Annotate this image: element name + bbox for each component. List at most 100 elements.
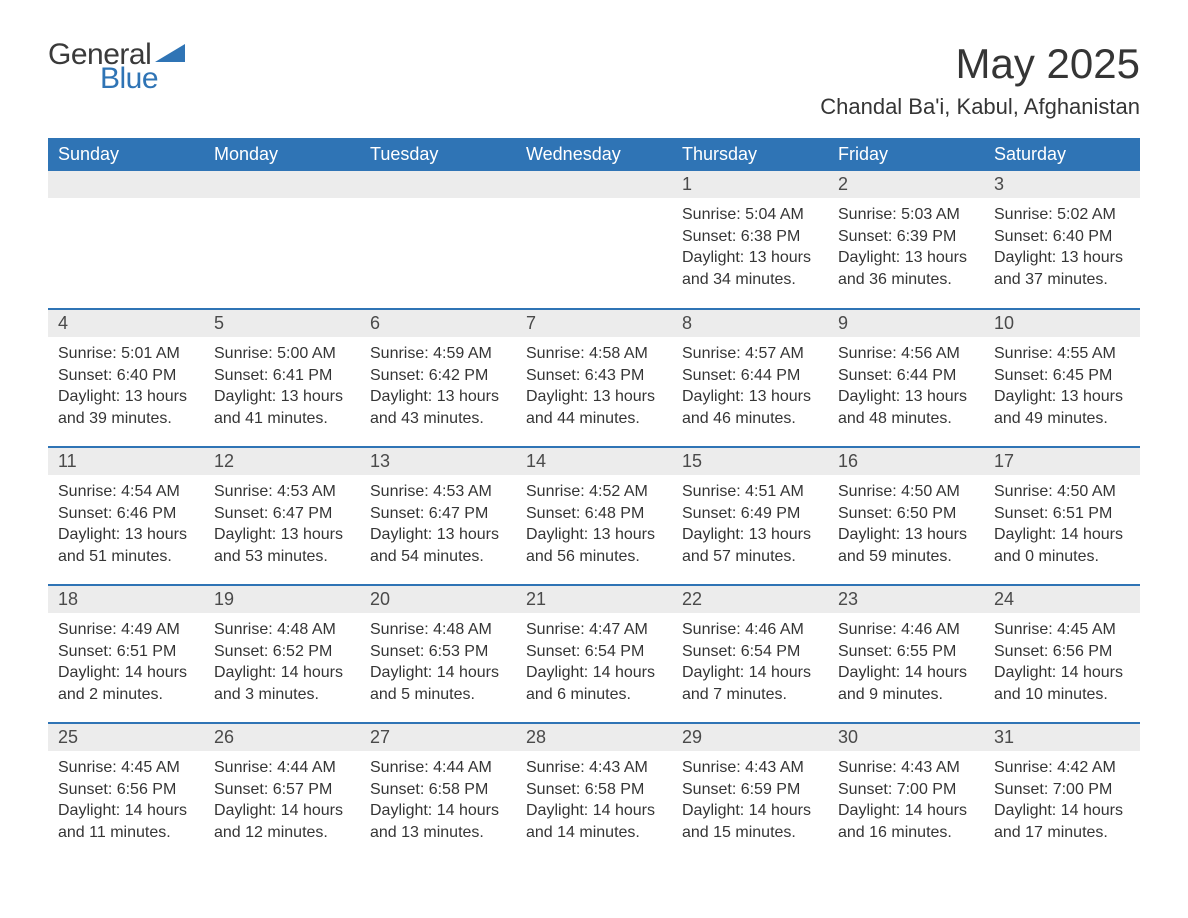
day-number: 25	[48, 724, 204, 751]
day-details: Sunrise: 4:45 AMSunset: 6:56 PMDaylight:…	[984, 613, 1140, 715]
day-number: 31	[984, 724, 1140, 751]
day-details: Sunrise: 4:46 AMSunset: 6:54 PMDaylight:…	[672, 613, 828, 715]
daylight-line: Daylight: 13 hours and 54 minutes.	[370, 524, 506, 567]
daylight-line: Daylight: 13 hours and 56 minutes.	[526, 524, 662, 567]
day-number-empty	[360, 171, 516, 198]
sunrise-line: Sunrise: 4:59 AM	[370, 343, 506, 365]
day-number: 1	[672, 171, 828, 198]
day-number: 23	[828, 586, 984, 613]
brand-word2: Blue	[100, 64, 185, 94]
calendar-week-row: 1Sunrise: 5:04 AMSunset: 6:38 PMDaylight…	[48, 171, 1140, 309]
daylight-line: Daylight: 14 hours and 16 minutes.	[838, 800, 974, 843]
sunrise-line: Sunrise: 4:43 AM	[838, 757, 974, 779]
calendar-cell: 23Sunrise: 4:46 AMSunset: 6:55 PMDayligh…	[828, 585, 984, 723]
sunrise-line: Sunrise: 5:01 AM	[58, 343, 194, 365]
daylight-line: Daylight: 13 hours and 34 minutes.	[682, 247, 818, 290]
calendar-cell: 8Sunrise: 4:57 AMSunset: 6:44 PMDaylight…	[672, 309, 828, 447]
calendar-cell: 29Sunrise: 4:43 AMSunset: 6:59 PMDayligh…	[672, 723, 828, 861]
weekday-header: Saturday	[984, 138, 1140, 171]
day-number: 21	[516, 586, 672, 613]
calendar-cell: 3Sunrise: 5:02 AMSunset: 6:40 PMDaylight…	[984, 171, 1140, 309]
daylight-line: Daylight: 14 hours and 6 minutes.	[526, 662, 662, 705]
calendar-cell: 28Sunrise: 4:43 AMSunset: 6:58 PMDayligh…	[516, 723, 672, 861]
day-details: Sunrise: 5:00 AMSunset: 6:41 PMDaylight:…	[204, 337, 360, 439]
day-number: 8	[672, 310, 828, 337]
day-details: Sunrise: 4:43 AMSunset: 6:59 PMDaylight:…	[672, 751, 828, 853]
day-number: 10	[984, 310, 1140, 337]
calendar-cell: 16Sunrise: 4:50 AMSunset: 6:50 PMDayligh…	[828, 447, 984, 585]
day-number: 15	[672, 448, 828, 475]
day-number: 5	[204, 310, 360, 337]
calendar-cell: 14Sunrise: 4:52 AMSunset: 6:48 PMDayligh…	[516, 447, 672, 585]
day-number: 9	[828, 310, 984, 337]
daylight-line: Daylight: 13 hours and 44 minutes.	[526, 386, 662, 429]
sunset-line: Sunset: 6:54 PM	[682, 641, 818, 663]
weekday-header: Sunday	[48, 138, 204, 171]
calendar-cell: 15Sunrise: 4:51 AMSunset: 6:49 PMDayligh…	[672, 447, 828, 585]
daylight-line: Daylight: 14 hours and 5 minutes.	[370, 662, 506, 705]
daylight-line: Daylight: 13 hours and 39 minutes.	[58, 386, 194, 429]
sunset-line: Sunset: 6:52 PM	[214, 641, 350, 663]
day-details: Sunrise: 4:48 AMSunset: 6:53 PMDaylight:…	[360, 613, 516, 715]
daylight-line: Daylight: 13 hours and 36 minutes.	[838, 247, 974, 290]
day-number-empty	[48, 171, 204, 198]
sunrise-line: Sunrise: 4:44 AM	[370, 757, 506, 779]
calendar-cell: 4Sunrise: 5:01 AMSunset: 6:40 PMDaylight…	[48, 309, 204, 447]
day-details: Sunrise: 4:51 AMSunset: 6:49 PMDaylight:…	[672, 475, 828, 577]
header-row: General Blue May 2025 Chandal Ba'i, Kabu…	[48, 40, 1140, 134]
day-details: Sunrise: 4:55 AMSunset: 6:45 PMDaylight:…	[984, 337, 1140, 439]
day-details: Sunrise: 4:44 AMSunset: 6:57 PMDaylight:…	[204, 751, 360, 853]
calendar-cell: 13 Sunrise: 4:53 AMSunset: 6:47 PMDayligh…	[360, 447, 516, 585]
sunset-line: Sunset: 6:40 PM	[58, 365, 194, 387]
brand-triangle-icon	[155, 42, 185, 66]
day-number: 11	[48, 448, 204, 475]
day-number: 19	[204, 586, 360, 613]
day-number-empty	[204, 171, 360, 198]
sunset-line: Sunset: 6:44 PM	[838, 365, 974, 387]
daylight-line: Daylight: 14 hours and 0 minutes.	[994, 524, 1130, 567]
calendar-body: 1Sunrise: 5:04 AMSunset: 6:38 PMDaylight…	[48, 171, 1140, 861]
day-number: 20	[360, 586, 516, 613]
brand-logo: General Blue	[48, 40, 185, 94]
sunset-line: Sunset: 6:47 PM	[370, 503, 506, 525]
calendar-cell: 30Sunrise: 4:43 AMSunset: 7:00 PMDayligh…	[828, 723, 984, 861]
daylight-line: Daylight: 14 hours and 9 minutes.	[838, 662, 974, 705]
day-number: 12	[204, 448, 360, 475]
daylight-line: Daylight: 13 hours and 51 minutes.	[58, 524, 194, 567]
sunset-line: Sunset: 6:47 PM	[214, 503, 350, 525]
sunset-line: Sunset: 6:50 PM	[838, 503, 974, 525]
day-details: Sunrise: 4:49 AMSunset: 6:51 PMDaylight:…	[48, 613, 204, 715]
calendar-cell: 17Sunrise: 4:50 AMSunset: 6:51 PMDayligh…	[984, 447, 1140, 585]
sunset-line: Sunset: 6:51 PM	[994, 503, 1130, 525]
day-number: 24	[984, 586, 1140, 613]
day-number: 13	[360, 448, 516, 475]
sunrise-line: Sunrise: 4:52 AM	[526, 481, 662, 503]
sunrise-line: Sunrise: 4:53 AM	[370, 481, 506, 503]
daylight-line: Daylight: 14 hours and 11 minutes.	[58, 800, 194, 843]
calendar-cell: 21Sunrise: 4:47 AMSunset: 6:54 PMDayligh…	[516, 585, 672, 723]
sunset-line: Sunset: 6:48 PM	[526, 503, 662, 525]
sunset-line: Sunset: 6:58 PM	[526, 779, 662, 801]
calendar-cell: 10Sunrise: 4:55 AMSunset: 6:45 PMDayligh…	[984, 309, 1140, 447]
calendar-week-row: 25Sunrise: 4:45 AMSunset: 6:56 PMDayligh…	[48, 723, 1140, 861]
sunrise-line: Sunrise: 4:45 AM	[58, 757, 194, 779]
day-number: 30	[828, 724, 984, 751]
day-details: Sunrise: 4:57 AMSunset: 6:44 PMDaylight:…	[672, 337, 828, 439]
month-title: May 2025	[820, 40, 1140, 88]
daylight-line: Daylight: 13 hours and 59 minutes.	[838, 524, 974, 567]
sunset-line: Sunset: 7:00 PM	[994, 779, 1130, 801]
calendar-cell: 25Sunrise: 4:45 AMSunset: 6:56 PMDayligh…	[48, 723, 204, 861]
day-details: Sunrise: 4:54 AMSunset: 6:46 PMDaylight:…	[48, 475, 204, 577]
sunrise-line: Sunrise: 4:50 AM	[994, 481, 1130, 503]
sunrise-line: Sunrise: 4:48 AM	[214, 619, 350, 641]
calendar-cell: 27Sunrise: 4:44 AMSunset: 6:58 PMDayligh…	[360, 723, 516, 861]
daylight-line: Daylight: 14 hours and 3 minutes.	[214, 662, 350, 705]
day-number: 28	[516, 724, 672, 751]
calendar-table: SundayMondayTuesdayWednesdayThursdayFrid…	[48, 138, 1140, 861]
daylight-line: Daylight: 14 hours and 10 minutes.	[994, 662, 1130, 705]
weekday-header: Monday	[204, 138, 360, 171]
sunset-line: Sunset: 6:45 PM	[994, 365, 1130, 387]
sunrise-line: Sunrise: 4:53 AM	[214, 481, 350, 503]
day-details: Sunrise: 4:47 AMSunset: 6:54 PMDaylight:…	[516, 613, 672, 715]
weekday-header: Friday	[828, 138, 984, 171]
